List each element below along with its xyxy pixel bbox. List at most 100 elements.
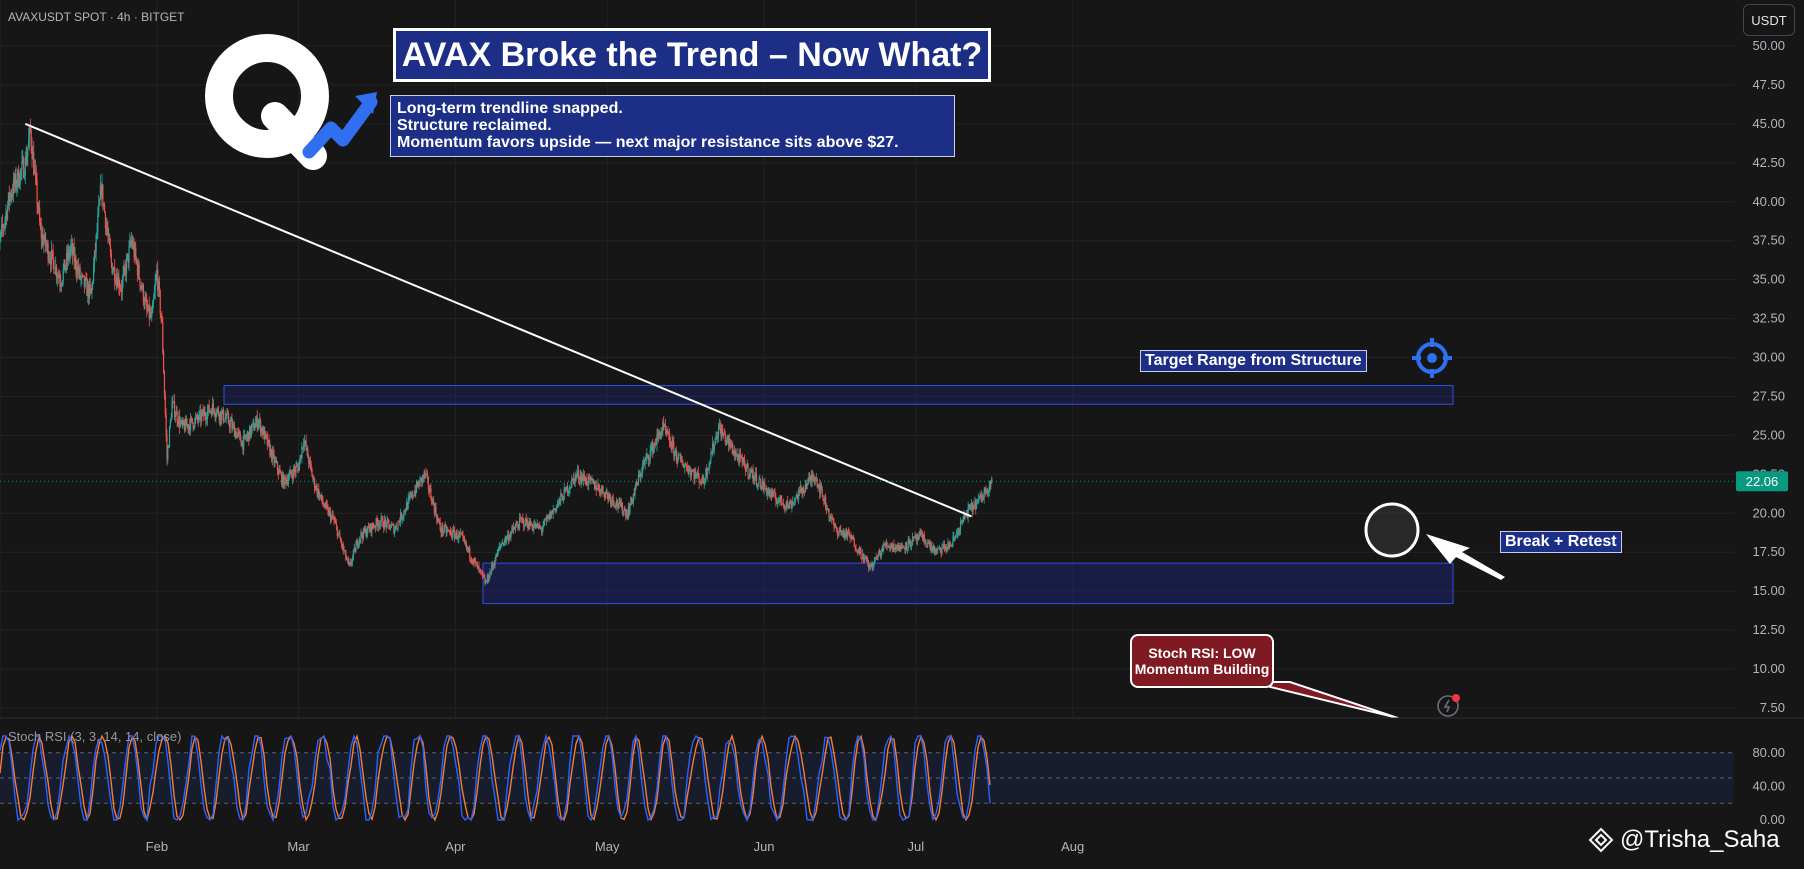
candle-body [523, 519, 525, 527]
candle-body [820, 484, 823, 490]
candle-body [954, 536, 956, 538]
candle-body [634, 488, 636, 495]
candle-body [486, 581, 488, 583]
candle-body [658, 431, 661, 435]
candle-body [667, 432, 669, 434]
candle-body [460, 533, 462, 535]
candle-body [106, 225, 108, 232]
candle-body [916, 534, 918, 541]
candle-body [710, 453, 712, 461]
candle-body [177, 421, 179, 424]
candle-body [166, 435, 168, 460]
candle-body [200, 411, 202, 421]
price-axis[interactable]: 50.00 47.50 45.00 42.50 40.00 37.50 35.00 32.50… [1736, 38, 1788, 827]
candle-body [576, 473, 578, 477]
candle-body [392, 524, 394, 526]
candle-body [450, 531, 452, 536]
candle-body [991, 478, 993, 484]
candle-body [44, 233, 46, 241]
candle-body [12, 194, 14, 196]
candle-body [429, 488, 431, 492]
candle-body [405, 502, 408, 512]
price-tick-label: 25.00 [1752, 427, 1785, 442]
candle-body [705, 468, 707, 482]
candle-body [299, 455, 301, 462]
candle-body [60, 282, 62, 287]
currency-button[interactable]: USDT [1743, 4, 1795, 36]
candle-body [474, 558, 476, 562]
candle-body [920, 534, 922, 535]
candle-body [50, 249, 53, 265]
candle-body [846, 529, 848, 538]
candle-body [163, 373, 166, 395]
candle-body [215, 414, 217, 417]
trendline [24, 122, 972, 518]
candle-body [814, 478, 816, 482]
candle-body [631, 497, 633, 501]
candle-body [669, 442, 672, 446]
candle-body [927, 542, 930, 544]
candle-body [390, 525, 392, 528]
candle-body [560, 493, 562, 502]
candle-body [968, 505, 970, 508]
symbol-label[interactable]: AVAXUSDT SPOT · 4h · BITGET [8, 10, 185, 24]
candle-body [856, 550, 858, 552]
candle-body [216, 408, 219, 410]
candle-body [147, 304, 150, 311]
candle-body [765, 488, 767, 490]
candle-body [898, 542, 900, 551]
candle-body [316, 485, 318, 495]
candle-body [696, 472, 699, 476]
candle-body [674, 450, 676, 456]
candle-body [803, 488, 805, 492]
candle-body [33, 169, 36, 175]
candle-body [526, 520, 528, 525]
candle-body [387, 519, 389, 521]
candle-body [702, 475, 704, 484]
candle-body [386, 519, 388, 528]
candle-body [883, 543, 885, 548]
candle-body [9, 193, 11, 202]
candle-body [875, 557, 877, 559]
candle-body [590, 478, 592, 480]
candle-body [419, 478, 421, 487]
candle-body [297, 465, 299, 467]
alert-icon[interactable] [1436, 692, 1462, 718]
stoch-note-line-2: Momentum Building [1134, 661, 1270, 677]
candle-body [563, 488, 565, 500]
candle-body [228, 422, 230, 428]
candle-body [142, 284, 144, 303]
candle-body [611, 496, 613, 502]
candle-body [602, 485, 604, 493]
candle-body [646, 454, 648, 458]
candle-body [98, 199, 101, 205]
candle-body [416, 481, 419, 487]
indicator-label[interactable]: Stoch RSI (3, 3, 14, 14, close) [8, 729, 182, 744]
candle-body [943, 544, 946, 550]
logo-q-icon [205, 34, 378, 170]
candle-body [501, 544, 503, 546]
candle-body [220, 411, 222, 421]
time-axis[interactable]: 2025FebMarAprMayJunJulAug [0, 839, 1085, 854]
candle-body [20, 169, 22, 171]
candle-body [922, 532, 924, 540]
candle-body [934, 551, 936, 554]
candle-body [401, 517, 403, 520]
candle-body [80, 277, 82, 279]
candle-body [267, 439, 269, 446]
candle-body [337, 533, 339, 537]
candle-body [145, 298, 147, 301]
candle-body [491, 564, 493, 572]
candle-body [614, 505, 616, 507]
candle-body [423, 471, 425, 478]
candle-body [283, 475, 285, 488]
candle-body [152, 302, 154, 314]
candle-body [867, 561, 869, 563]
candle-body [343, 550, 345, 551]
candle-body [857, 551, 859, 553]
candle-body [616, 500, 618, 506]
candle-body [756, 485, 758, 486]
candle-body [148, 304, 150, 319]
candle-body [625, 510, 627, 517]
